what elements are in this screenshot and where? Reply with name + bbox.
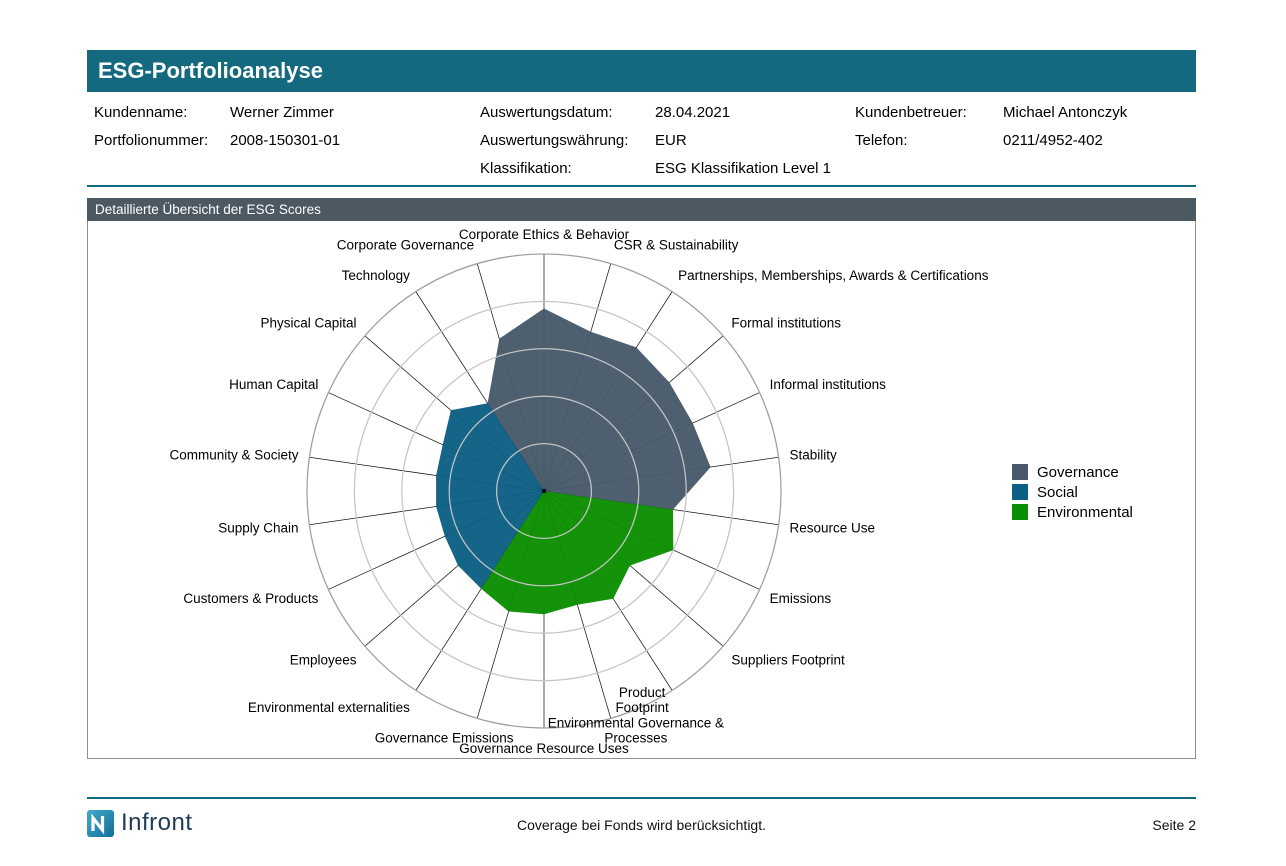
portfolionummer-label: Portfolionummer: [94, 132, 209, 149]
center-dot [542, 489, 546, 493]
report-title: ESG-Portfolioanalyse [98, 58, 323, 83]
chart-legend: Governance Social Environmental [1012, 462, 1133, 522]
axis-label-11: Governance Resource Uses [459, 741, 629, 756]
grid-ring [401, 348, 687, 634]
axis-label-19: Physical Capital [261, 316, 357, 331]
axis-label-4: Informal institutions [770, 377, 887, 392]
axis-label-21: Corporate Governance [337, 237, 474, 252]
axis-label-5: Stability [789, 447, 837, 462]
esg-radar-chart-panel: Corporate Ethics & Behavior CSR & Sustain… [87, 221, 1196, 759]
telefon-label: Telefon: [855, 132, 908, 149]
axis-label-10: Environmental Governance & Processes [548, 716, 724, 746]
separator-line [87, 185, 1196, 187]
legend-item-social: Social [1012, 482, 1133, 502]
series-polygon-environmental [481, 491, 674, 615]
axis-label-9: Product Footprint [615, 685, 669, 715]
legend-swatch-governance [1012, 464, 1028, 480]
portfolionummer-value: 2008-150301-01 [230, 132, 341, 149]
footer-note: Coverage bei Fonds wird berücksichtigt. [516, 817, 766, 833]
axis-label-12: Governance Emissions [375, 731, 514, 746]
legend-label: Governance [1037, 463, 1119, 481]
axis-label-8: Suppliers Footprint [731, 652, 845, 667]
infront-logo-text: Infront [121, 809, 193, 836]
kundenbetreuer-value: Michael Antonczyk [1003, 104, 1128, 121]
axis-label-6: Resource Use [789, 521, 875, 536]
series-polygon-social [436, 403, 544, 589]
axis-label-15: Customers & Products [183, 591, 318, 606]
legend-swatch-environmental [1012, 504, 1028, 520]
legend-label: Social [1037, 483, 1078, 501]
footer-line [87, 797, 1196, 799]
section-header: Detaillierte Übersicht der ESG Scores [87, 198, 1196, 221]
axis-label-13: Environmental externalities [248, 700, 410, 715]
report-title-bar: ESG-Portfolioanalyse [87, 50, 1196, 92]
auswertungsdatum-label: Auswertungsdatum: [480, 104, 613, 121]
axis-label-0: Corporate Ethics & Behavior [459, 227, 630, 242]
grid-ring [353, 300, 735, 682]
auswertungsdatum-value: 28.04.2021 [655, 104, 731, 121]
grid-ring [495, 442, 593, 540]
grid-ring [306, 253, 782, 729]
axis-label-16: Supply Chain [218, 521, 298, 536]
kundenname-label: Kundenname: [94, 104, 188, 121]
legend-item-environmental: Environmental [1012, 502, 1133, 522]
auswertungswaehrung-label: Auswertungswährung: [480, 132, 629, 149]
telefon-value: 0211/4952-402 [1003, 132, 1103, 149]
klassifikation-value: ESG Klassifikation Level 1 [655, 160, 831, 177]
grid-ring [448, 395, 640, 587]
legend-swatch-social [1012, 484, 1028, 500]
kundenbetreuer-label: Kundenbetreuer: [855, 104, 967, 121]
infront-logo-icon [87, 809, 114, 837]
page-number: Seite 2 [1152, 817, 1196, 833]
axis-label-2: Partnerships, Memberships, Awards & Cert… [678, 268, 989, 283]
section-title: Detaillierte Übersicht der ESG Scores [95, 202, 321, 217]
series-polygon-governance [487, 308, 711, 510]
axis-label-17: Community & Society [169, 447, 298, 462]
axis-label-20: Technology [342, 268, 411, 283]
auswertungswaehrung-value: EUR [655, 132, 687, 149]
legend-label: Environmental [1037, 503, 1133, 521]
legend-item-governance: Governance [1012, 462, 1133, 482]
axis-label-7: Emissions [770, 591, 832, 606]
axis-label-3: Formal institutions [731, 316, 841, 331]
infront-logo: Infront [87, 809, 193, 837]
axis-label-14: Employees [290, 652, 357, 667]
kundenname-value: Werner Zimmer [230, 104, 334, 121]
axis-label-1: CSR & Sustainability [614, 237, 739, 252]
axis-label-18: Human Capital [229, 377, 318, 392]
klassifikation-label: Klassifikation: [480, 160, 572, 177]
